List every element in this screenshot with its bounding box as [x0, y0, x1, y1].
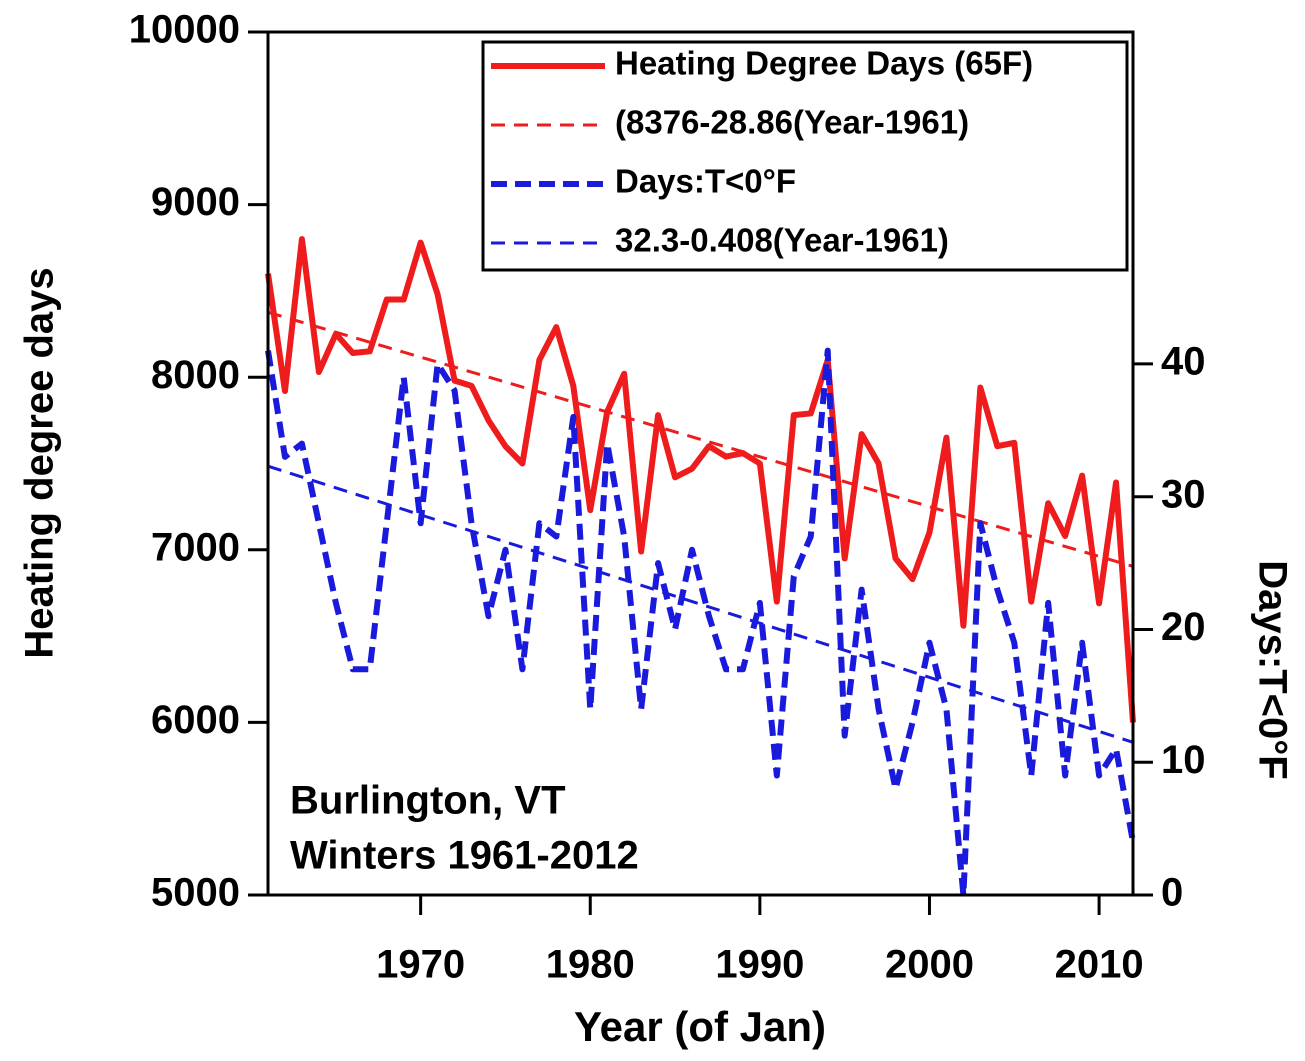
legend-label: (8376-28.86(Year-1961)	[615, 104, 969, 141]
y-tick-label: 7000	[151, 525, 240, 569]
legend-label: 32.3-0.408(Year-1961)	[615, 222, 949, 259]
series-line	[265, 347, 1136, 898]
y-axis-title: Heating degree days	[18, 267, 62, 658]
annotation: Winters 1961-2012	[290, 834, 639, 878]
legend-label: Heating Degree Days (65F)	[615, 45, 1033, 82]
series-line	[267, 310, 1134, 568]
y2-tick-label: 20	[1161, 605, 1206, 649]
y2-tick-label: 0	[1161, 871, 1183, 915]
series-line	[265, 236, 1136, 723]
legend-label: Days:T<0°F	[615, 163, 796, 200]
annotation: Burlington, VT	[290, 779, 566, 823]
x-tick-label: 1980	[546, 943, 635, 987]
x-axis-title: Year (of Jan)	[574, 1003, 826, 1050]
x-tick-label: 2010	[1055, 943, 1144, 987]
x-tick-label: 1970	[376, 943, 465, 987]
y2-tick-label: 10	[1161, 738, 1206, 782]
y-tick-label: 6000	[151, 698, 240, 742]
series-line	[267, 464, 1134, 744]
y2-tick-label: 40	[1161, 339, 1206, 383]
plot-frame	[266, 30, 1135, 897]
y-tick-label: 5000	[151, 871, 240, 915]
y2-tick-label: 30	[1161, 472, 1206, 516]
y-tick-label: 10000	[129, 8, 240, 52]
x-tick-label: 1990	[715, 943, 804, 987]
y-tick-label: 8000	[151, 353, 240, 397]
y2-axis-title: Days:T<0°F	[1250, 560, 1294, 779]
x-tick-label: 2000	[885, 943, 974, 987]
y-tick-label: 9000	[151, 180, 240, 224]
legend-box	[481, 40, 1129, 272]
